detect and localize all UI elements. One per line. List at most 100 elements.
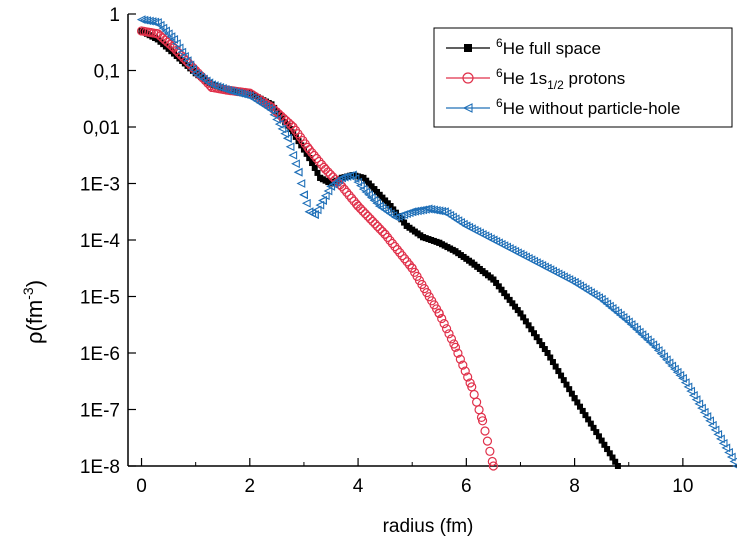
data-point <box>606 450 613 457</box>
data-point <box>223 85 233 95</box>
data-point <box>659 352 668 362</box>
data-point <box>558 372 565 379</box>
data-point <box>288 150 298 160</box>
data-point <box>571 395 578 402</box>
data-point <box>710 425 720 435</box>
legend-item-proton: 6He 1s1/2 protons <box>446 66 625 92</box>
data-point <box>158 23 168 33</box>
data-point <box>395 248 405 258</box>
legend: 6He full space 6He 1s1/2 protons 6He witho… <box>433 27 733 128</box>
data-point <box>236 89 246 99</box>
data-point <box>446 334 457 344</box>
data-point <box>514 307 521 314</box>
data-point <box>549 359 556 366</box>
y-tick-label: 1E-3 <box>80 175 120 196</box>
data-point <box>480 426 490 436</box>
data-point <box>402 257 412 267</box>
data-point <box>353 201 363 211</box>
data-point <box>358 184 368 194</box>
data-point <box>153 18 162 27</box>
y-tick-label: 1 <box>109 5 120 26</box>
data-point <box>579 407 586 414</box>
data-point <box>568 390 575 397</box>
data-point <box>544 350 551 356</box>
data-point <box>653 346 663 355</box>
legend-label: 6He 1s1/2 protons <box>496 66 625 92</box>
data-point <box>434 308 444 319</box>
data-point <box>272 115 281 124</box>
data-point <box>697 403 706 413</box>
data-point <box>314 156 324 167</box>
data-point <box>705 416 714 426</box>
data-point <box>533 334 540 341</box>
data-point <box>474 405 484 415</box>
data-point <box>482 436 493 446</box>
data-point <box>397 251 407 261</box>
data-point <box>444 329 454 339</box>
data-point <box>366 193 376 203</box>
series-noph <box>136 15 737 469</box>
x-tick-label: 2 <box>245 476 256 497</box>
y-tick-label: 1E-7 <box>80 401 120 422</box>
data-point <box>169 35 179 44</box>
data-point <box>342 187 352 197</box>
data-point <box>303 150 310 157</box>
data-point <box>609 454 616 461</box>
y-tick-label: 1E-8 <box>80 457 120 478</box>
data-point <box>465 378 475 388</box>
data-point <box>462 103 473 113</box>
data-point <box>242 90 252 100</box>
data-point <box>312 205 322 215</box>
data-point <box>450 342 461 352</box>
data-point <box>320 164 331 174</box>
data-point <box>458 360 468 370</box>
y-axis-title-close: ) <box>22 280 47 287</box>
data-point <box>718 439 728 448</box>
data-point <box>713 429 723 439</box>
data-point <box>390 206 397 213</box>
data-point <box>161 26 170 36</box>
data-point <box>345 171 354 181</box>
x-tick-label: 8 <box>569 476 580 497</box>
data-point <box>286 120 296 130</box>
data-point <box>721 443 731 453</box>
data-point <box>598 437 605 444</box>
data-point <box>495 283 502 290</box>
data-point <box>268 101 275 108</box>
data-point <box>375 224 385 234</box>
data-point <box>274 119 284 129</box>
data-point <box>392 245 402 255</box>
data-point <box>344 190 354 200</box>
data-point <box>311 164 318 171</box>
data-point <box>309 150 319 161</box>
data-point <box>342 172 352 181</box>
x-tick-label: 10 <box>672 476 693 497</box>
data-point <box>360 209 370 219</box>
data-point <box>694 399 704 409</box>
data-point <box>455 354 465 364</box>
data-point <box>680 378 690 388</box>
data-point <box>280 129 290 138</box>
data-point <box>310 210 319 219</box>
data-point <box>541 346 548 353</box>
data-point <box>299 190 308 200</box>
data-point <box>390 241 400 252</box>
data-point <box>441 324 452 334</box>
data-point <box>437 313 447 324</box>
data-point <box>296 179 306 188</box>
data-point <box>269 110 279 120</box>
x-tick-label: 6 <box>461 476 472 497</box>
data-point <box>555 368 562 375</box>
data-point <box>364 190 373 200</box>
data-point <box>453 348 463 358</box>
data-point <box>304 145 314 155</box>
data-point <box>166 32 176 41</box>
y-axis-title-base: ρ(fm <box>22 300 47 344</box>
data-point <box>487 456 497 467</box>
data-point <box>472 397 482 407</box>
legend-item-full: 6He full space <box>446 36 601 58</box>
data-point <box>301 198 311 208</box>
data-point <box>688 390 698 400</box>
data-point <box>462 72 474 84</box>
data-point <box>651 342 660 352</box>
